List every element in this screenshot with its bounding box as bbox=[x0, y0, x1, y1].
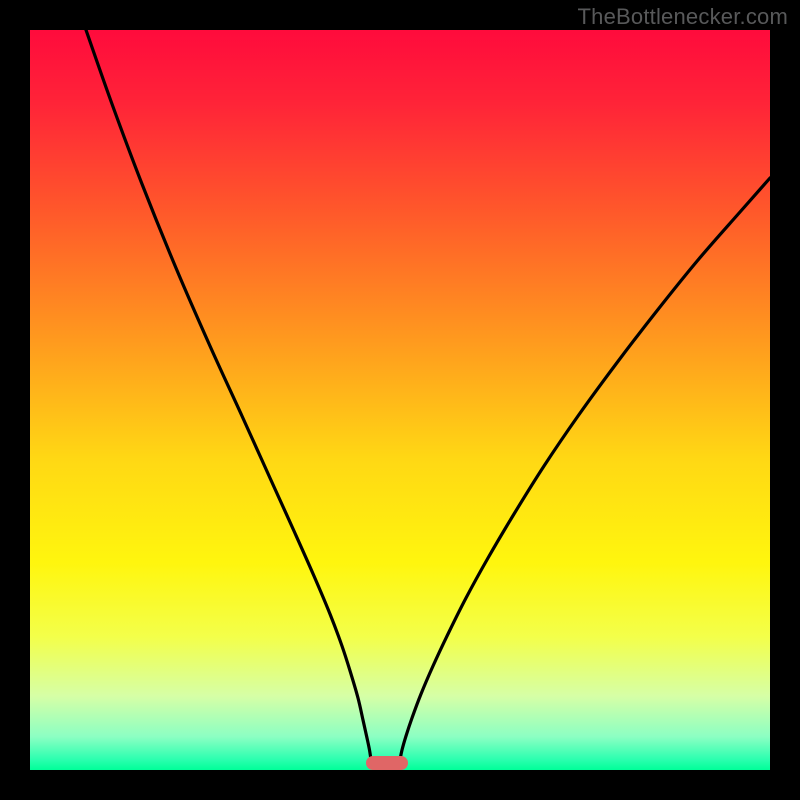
left-bottleneck-curve bbox=[86, 30, 371, 760]
bottleneck-curves bbox=[30, 30, 770, 770]
chart-frame: TheBottlenecker.com bbox=[0, 0, 800, 800]
optimal-marker bbox=[366, 756, 408, 770]
right-bottleneck-curve bbox=[400, 178, 770, 760]
watermark-text: TheBottlenecker.com bbox=[578, 4, 788, 30]
plot-area bbox=[30, 30, 770, 770]
